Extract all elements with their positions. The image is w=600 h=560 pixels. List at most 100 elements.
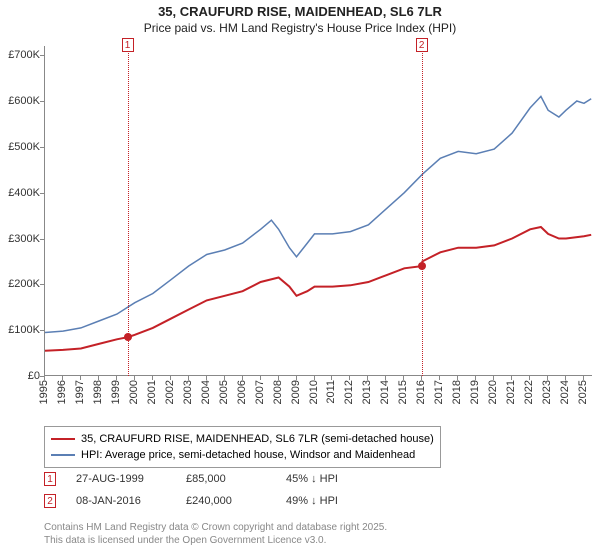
marker-box-2: 2 — [44, 494, 56, 508]
x-tick-mark — [260, 376, 261, 380]
plot-region — [44, 46, 592, 376]
legend-item: HPI: Average price, semi-detached house,… — [51, 447, 434, 463]
x-tick-label: 1997 — [74, 380, 86, 404]
x-tick-mark — [493, 376, 494, 380]
y-tick-label: £100K — [0, 324, 40, 336]
chart-title-line1: 35, CRAUFURD RISE, MAIDENHEAD, SL6 7LR — [0, 4, 600, 19]
x-tick-label: 2002 — [164, 380, 176, 404]
y-tick-mark — [40, 101, 44, 102]
x-tick-label: 2024 — [559, 380, 571, 404]
x-tick-mark — [385, 376, 386, 380]
x-tick-label: 2012 — [343, 380, 355, 404]
marker-row-1: 1 27-AUG-1999 £85,000 45% ↓ HPI — [44, 472, 338, 486]
legend-swatch — [51, 454, 75, 456]
y-tick-mark — [40, 193, 44, 194]
x-tick-label: 2001 — [146, 380, 158, 404]
y-tick-label: £400K — [0, 187, 40, 199]
legend-swatch — [51, 438, 75, 440]
chart-title-line2: Price paid vs. HM Land Registry's House … — [0, 21, 600, 35]
x-tick-label: 2019 — [469, 380, 481, 404]
y-tick-mark — [40, 55, 44, 56]
marker-date-2: 08-JAN-2016 — [76, 495, 166, 507]
x-tick-mark — [44, 376, 45, 380]
x-tick-mark — [349, 376, 350, 380]
x-tick-mark — [367, 376, 368, 380]
footer-line2: This data is licensed under the Open Gov… — [44, 535, 326, 546]
x-tick-label: 2007 — [254, 380, 266, 404]
x-tick-label: 1998 — [92, 380, 104, 404]
y-tick-label: £0 — [0, 370, 40, 382]
x-tick-mark — [314, 376, 315, 380]
marker-flag-2: 2 — [416, 38, 428, 52]
x-tick-label: 2009 — [290, 380, 302, 404]
x-tick-label: 2000 — [128, 380, 140, 404]
x-tick-label: 2023 — [541, 380, 553, 404]
x-tick-mark — [206, 376, 207, 380]
x-tick-mark — [116, 376, 117, 380]
x-tick-label: 2017 — [433, 380, 445, 404]
legend-label: HPI: Average price, semi-detached house,… — [81, 449, 415, 461]
y-tick-label: £300K — [0, 233, 40, 245]
x-tick-mark — [278, 376, 279, 380]
x-tick-label: 2016 — [415, 380, 427, 404]
y-tick-mark — [40, 239, 44, 240]
marker-price-1: £85,000 — [186, 473, 266, 485]
x-tick-mark — [529, 376, 530, 380]
x-tick-mark — [98, 376, 99, 380]
y-tick-label: £700K — [0, 49, 40, 61]
x-tick-label: 2004 — [200, 380, 212, 404]
x-tick-label: 2005 — [218, 380, 230, 404]
legend-item: 35, CRAUFURD RISE, MAIDENHEAD, SL6 7LR (… — [51, 431, 434, 447]
y-tick-mark — [40, 147, 44, 148]
x-tick-mark — [583, 376, 584, 380]
x-tick-mark — [403, 376, 404, 380]
x-tick-mark — [80, 376, 81, 380]
sale-point-2 — [418, 262, 426, 270]
marker-row-2: 2 08-JAN-2016 £240,000 49% ↓ HPI — [44, 494, 338, 508]
x-tick-mark — [188, 376, 189, 380]
sale-point-1 — [124, 333, 132, 341]
x-tick-label: 1996 — [56, 380, 68, 404]
y-tick-label: £500K — [0, 141, 40, 153]
y-tick-label: £600K — [0, 95, 40, 107]
marker-price-2: £240,000 — [186, 495, 266, 507]
x-tick-label: 2008 — [272, 380, 284, 404]
x-tick-mark — [224, 376, 225, 380]
x-tick-label: 1995 — [38, 380, 50, 404]
x-tick-mark — [296, 376, 297, 380]
chart-area: £0 £100K £200K £300K £400K £500K £600K £700K 199… — [0, 40, 600, 420]
x-tick-mark — [511, 376, 512, 380]
marker-flag-1: 1 — [122, 38, 134, 52]
marker-delta-2: 49% ↓ HPI — [286, 495, 338, 507]
x-tick-label: 2011 — [325, 380, 337, 404]
x-tick-label: 2006 — [236, 380, 248, 404]
y-tick-label: £200K — [0, 278, 40, 290]
y-tick-mark — [40, 284, 44, 285]
x-tick-mark — [242, 376, 243, 380]
y-tick-mark — [40, 330, 44, 331]
x-tick-mark — [421, 376, 422, 380]
marker-delta-1: 45% ↓ HPI — [286, 473, 338, 485]
x-tick-mark — [565, 376, 566, 380]
x-tick-label: 2003 — [182, 380, 194, 404]
legend-label: 35, CRAUFURD RISE, MAIDENHEAD, SL6 7LR (… — [81, 433, 434, 445]
x-tick-label: 2021 — [505, 380, 517, 404]
x-tick-label: 2015 — [397, 380, 409, 404]
x-tick-label: 2013 — [361, 380, 373, 404]
x-tick-mark — [134, 376, 135, 380]
x-tick-mark — [547, 376, 548, 380]
marker-line-2 — [422, 46, 423, 376]
x-tick-mark — [170, 376, 171, 380]
x-tick-label: 2022 — [523, 380, 535, 404]
x-tick-mark — [439, 376, 440, 380]
x-tick-label: 2014 — [379, 380, 391, 404]
chart-title-block: 35, CRAUFURD RISE, MAIDENHEAD, SL6 7LR P… — [0, 0, 600, 35]
legend-box: 35, CRAUFURD RISE, MAIDENHEAD, SL6 7LR (… — [44, 426, 441, 468]
x-tick-label: 2025 — [577, 380, 589, 404]
marker-box-1: 1 — [44, 472, 56, 486]
x-tick-mark — [475, 376, 476, 380]
x-tick-mark — [457, 376, 458, 380]
x-tick-label: 2010 — [308, 380, 320, 404]
marker-line-1 — [128, 46, 129, 376]
x-tick-label: 2018 — [451, 380, 463, 404]
